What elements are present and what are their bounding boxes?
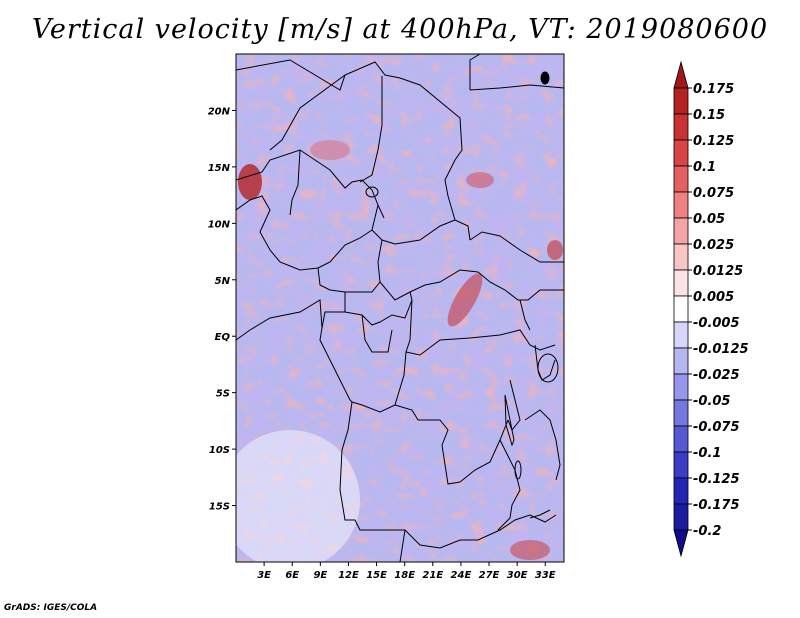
colorbar-bin <box>673 60 689 89</box>
lat-tick-label: 15N <box>208 163 231 174</box>
lon-tick-label: 6E <box>285 570 299 581</box>
latitude-axis: 20N 15N 10N 5N EQ 5S 10S 15S <box>208 106 236 513</box>
lat-tick-label: 10S <box>209 445 230 456</box>
lon-tick-label: 30E <box>507 570 528 581</box>
longitude-axis: 3E 6E 9E 12E 15E 18E 21E 24E 27E 30E 33E <box>257 562 556 581</box>
colorbar-bin <box>673 347 689 375</box>
colorbar-bin <box>673 295 689 323</box>
colorbar-label: 0.125 <box>693 134 734 149</box>
lat-tick-label: 5N <box>215 276 231 287</box>
map-frame <box>235 53 565 563</box>
colorbar-bin <box>673 165 689 193</box>
colorbar-bin <box>673 503 689 531</box>
lon-tick-label: 24E <box>451 570 472 581</box>
lon-tick-label: 18E <box>394 570 415 581</box>
velocity-field <box>236 54 564 562</box>
colorbar-bin <box>673 321 689 349</box>
colorbar-bin <box>673 139 689 167</box>
lat-tick-label: 15S <box>209 502 230 513</box>
lakes <box>365 71 559 480</box>
lon-tick-label: 33E <box>535 570 556 581</box>
colorbar: 0.175 0.15 0.125 0.1 0.075 0.05 0.025 0.0125 0.0… <box>673 60 749 558</box>
colorbar-label: -0.2 <box>693 524 721 539</box>
colorbar-label: 0.025 <box>693 238 734 253</box>
lat-tick-label: EQ <box>215 332 231 343</box>
colorbar-label: 0.15 <box>693 108 725 123</box>
colorbar-label: -0.1 <box>693 446 721 461</box>
lon-tick-label: 3E <box>257 570 271 581</box>
colorbar-label: 0.075 <box>693 186 734 201</box>
colorbar-bin <box>673 113 689 141</box>
colorbar-label: -0.0125 <box>693 342 749 357</box>
colorbar-label: -0.175 <box>693 498 740 513</box>
lon-tick-label: 15E <box>366 570 387 581</box>
colorbar-bin <box>673 217 689 245</box>
colorbar-bin <box>673 87 689 115</box>
lon-tick-label: 9E <box>313 570 327 581</box>
chart-title: Vertical velocity [m/s] at 400hPa, VT: 2… <box>31 14 769 45</box>
colorbar-label: 0.1 <box>693 160 716 175</box>
colorbar-label: -0.125 <box>693 472 740 487</box>
lat-tick-label: 10N <box>208 219 231 230</box>
colorbar-label: -0.025 <box>693 368 740 383</box>
colorbar-label: 0.0125 <box>693 264 743 279</box>
colorbar-label: -0.075 <box>693 420 740 435</box>
colorbar-bin <box>673 373 689 401</box>
colorbar-label: 0.05 <box>693 212 725 227</box>
colorbar-label: 0.005 <box>693 290 734 305</box>
lon-tick-label: 12E <box>338 570 359 581</box>
colorbar-bin <box>673 529 689 558</box>
colorbar-bin <box>673 269 689 297</box>
colorbar-label: 0.175 <box>693 82 734 97</box>
lon-tick-label: 27E <box>479 570 500 581</box>
lat-tick-label: 5S <box>216 389 230 400</box>
country-borders <box>236 54 564 562</box>
colorbar-bin <box>673 477 689 505</box>
colorbar-bin <box>673 399 689 427</box>
colorbar-bin <box>673 191 689 219</box>
lon-tick-label: 21E <box>422 570 443 581</box>
lat-tick-label: 20N <box>208 106 231 117</box>
colorbar-bin <box>673 451 689 479</box>
colorbar-bin <box>673 243 689 271</box>
colorbar-label: -0.005 <box>693 316 740 331</box>
colorbar-label: -0.05 <box>693 394 730 409</box>
colorbar-bin <box>673 425 689 453</box>
credit-label: GrADS: IGES/COLA <box>4 603 98 613</box>
